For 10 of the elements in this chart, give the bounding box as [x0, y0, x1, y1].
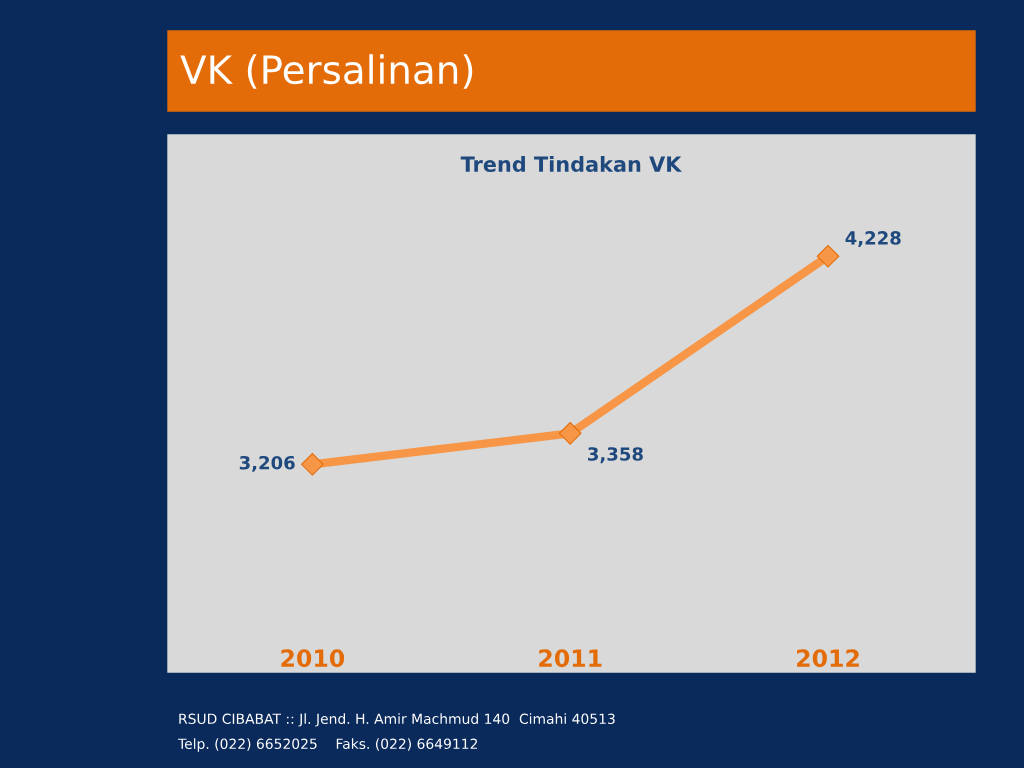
chart-subtitle: Trend Tindakan VK	[460, 155, 682, 173]
x-tick-label: 2010	[281, 649, 345, 668]
data-label: 4,228	[845, 231, 901, 248]
data-label: 3,358	[588, 447, 643, 464]
text: RSUD CIBABAT :: Jl. Jend. H. Amir Machmud 140 Cimahi 40513	[179, 713, 615, 727]
data-label: 3,206	[239, 455, 295, 472]
x-tick-label: 2011	[539, 649, 602, 668]
x-tick-label: 2012	[797, 649, 859, 668]
chart-title: VK (Persalinan)	[180, 54, 473, 89]
text: Telp. (022) 6652025 Faks. (022) 6649112	[177, 738, 478, 752]
